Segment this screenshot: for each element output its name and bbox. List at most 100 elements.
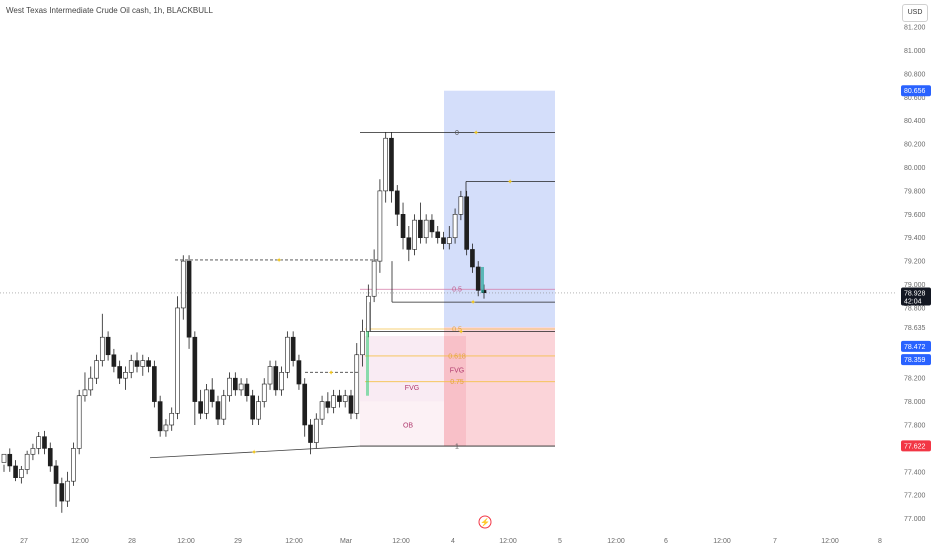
fvg-right-label: FVG	[450, 367, 464, 374]
fvg-level-label-2: 0.75	[450, 379, 464, 386]
fvg-level-label-1: 0.618	[448, 353, 466, 360]
candle-body-4	[24, 453, 30, 470]
price-tag-bg-5	[901, 440, 931, 452]
candle-body-20	[117, 366, 122, 379]
marker-star-6: ✦	[458, 328, 464, 336]
candle-body-38	[221, 395, 227, 420]
candle-body-73	[423, 219, 429, 239]
candle-body-53	[308, 424, 313, 443]
x-tick-11: 12:00	[607, 538, 625, 545]
candle-body-50	[290, 336, 296, 361]
candle-body-31	[180, 260, 186, 309]
candle-body-43	[250, 395, 255, 420]
candle-body-13	[76, 395, 82, 449]
x-tick-1: 12:00	[71, 538, 89, 545]
fvg-candle-highlight	[366, 331, 369, 396]
x-tick-6: Mar	[340, 538, 353, 545]
candle-body-47	[273, 366, 279, 391]
marker-star-5: ✦	[470, 299, 476, 307]
price-tag-value-4: 78.359	[904, 357, 926, 364]
marker-star-3: ✦	[473, 129, 479, 137]
candle-body-77	[446, 237, 452, 244]
candle-body-74	[429, 219, 435, 233]
x-tick-16: 8	[878, 538, 882, 545]
candle-body-0	[1, 453, 7, 463]
x-tick-13: 12:00	[713, 538, 731, 545]
y-tick-2: 80.800	[904, 71, 926, 78]
y-tick-10: 79.200	[904, 259, 926, 266]
candle-body-6	[36, 436, 42, 449]
candle-body-11	[65, 480, 70, 502]
fib-label-1: 0.5	[452, 287, 462, 294]
candle-body-5	[30, 448, 36, 455]
y-tick-15: 77.800	[904, 422, 926, 429]
candle-body-9	[53, 465, 59, 484]
candle-body-51	[296, 360, 302, 385]
candle-body-78	[452, 214, 458, 239]
candle-body-37	[215, 401, 221, 420]
y-tick-14: 78.000	[904, 399, 926, 406]
candle-body-30	[175, 307, 180, 414]
chart-title: West Texas Intermediate Crude Oil cash, …	[6, 6, 213, 15]
ob-zone	[360, 401, 444, 447]
y-tick-13: 78.200	[904, 376, 926, 383]
fvg-level-label-0: 0.5	[452, 327, 462, 334]
y-tick-16: 77.400	[904, 469, 926, 476]
marker-star-0: ✦	[276, 256, 282, 264]
x-tick-7: 12:00	[392, 538, 410, 545]
marker-star-4: ✦	[507, 178, 513, 186]
x-tick-3: 12:00	[177, 538, 195, 545]
x-tick-12: 6	[664, 538, 668, 545]
candle-body-12	[71, 448, 76, 482]
price-tag-bg-2	[901, 321, 931, 333]
candle-body-69	[400, 214, 406, 239]
price-tag-value-0: 80.656	[904, 88, 926, 95]
y-tick-6: 80.000	[904, 165, 926, 172]
y-tick-0: 81.200	[904, 25, 926, 32]
price-tag-5: 77.622	[901, 440, 931, 452]
x-tick-8: 4	[451, 538, 455, 545]
lightning-icon[interactable]	[478, 515, 492, 529]
y-tick-3: 80.600	[904, 95, 926, 102]
trendline-low	[149, 445, 361, 459]
y-tick-5: 80.200	[904, 142, 926, 149]
price-tag-3: 78.472	[901, 340, 931, 352]
price-tag-bg-0	[901, 85, 931, 97]
candle-body-14	[82, 389, 88, 397]
position-stop-zone	[444, 327, 555, 446]
candle-body-34	[198, 401, 203, 414]
candle-body-76	[441, 237, 446, 244]
candle-body-7	[42, 436, 47, 449]
candle-body-72	[418, 219, 423, 239]
candle-body-49	[285, 336, 290, 373]
candle-body-26	[152, 366, 157, 402]
price-tag-timer-1: 42:04	[904, 298, 922, 305]
candle-body-32	[186, 260, 192, 338]
x-tick-2: 28	[128, 538, 136, 545]
price-tag-0: 80.656	[901, 85, 931, 97]
active-candle-highlight	[481, 266, 484, 293]
candle-body-62	[360, 331, 365, 356]
y-tick-9: 79.400	[904, 235, 926, 242]
candle-body-39	[227, 377, 232, 397]
x-tick-15: 12:00	[821, 538, 839, 545]
fib-label-0: 0	[455, 130, 459, 137]
candle-body-2	[13, 465, 18, 478]
currency-button[interactable]: USD	[902, 4, 928, 22]
candle-body-67	[389, 137, 394, 192]
candle-body-35	[204, 389, 209, 414]
candle-body-40	[233, 377, 238, 391]
x-tick-5: 12:00	[285, 538, 303, 545]
candle-body-80	[464, 196, 469, 250]
marker-star-1: ✦	[328, 369, 334, 377]
candle-body-68	[394, 190, 400, 215]
candle-body-45	[261, 383, 267, 402]
price-tag-4: 78.359	[901, 354, 931, 366]
x-tick-9: 12:00	[499, 538, 517, 545]
candle-body-23	[134, 360, 140, 367]
y-tick-1: 81.000	[904, 48, 926, 55]
candle-body-60	[348, 395, 354, 414]
y-tick-12: 78.800	[904, 305, 926, 312]
